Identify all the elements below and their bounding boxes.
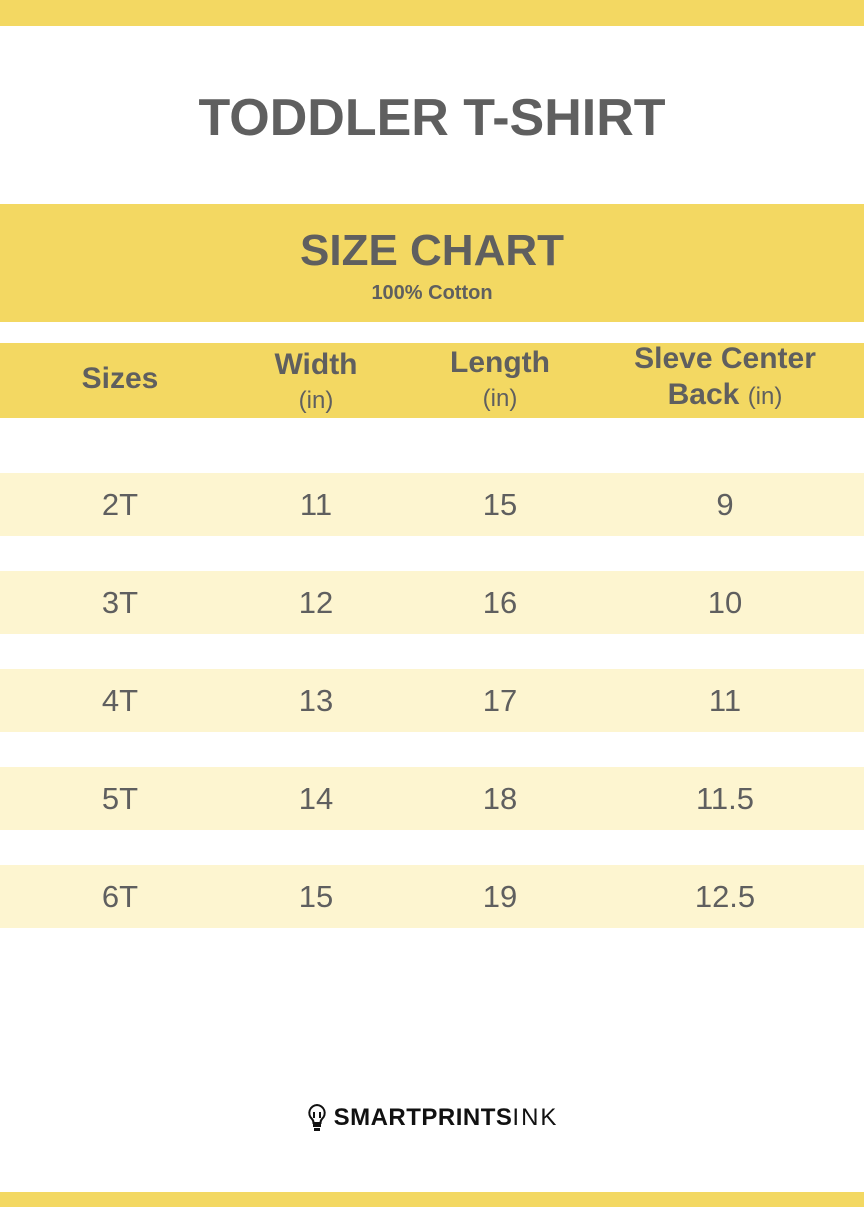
sleeve-cell: 12.5 bbox=[694, 879, 756, 914]
sleeve-cell: 9 bbox=[716, 487, 734, 522]
logo-text-bold: SMARTPRINTS bbox=[333, 1104, 513, 1131]
header-length: Length (in) bbox=[390, 345, 610, 417]
header-unit: (in) bbox=[747, 383, 783, 410]
header-sleeve: Sleve Center Back (in) bbox=[615, 341, 835, 415]
length-cell: 19 bbox=[482, 879, 518, 914]
page-title: TODDLER T-SHIRT bbox=[198, 89, 666, 147]
size-cell: 4T bbox=[101, 683, 139, 718]
length-cell: 17 bbox=[482, 683, 518, 718]
table-row: 4T 13 17 11 bbox=[0, 669, 864, 732]
length-cell: 18 bbox=[482, 781, 518, 816]
length-cell: 15 bbox=[482, 487, 518, 522]
header-width: Width (in) bbox=[206, 347, 426, 419]
header-sizes: Sizes bbox=[81, 362, 159, 395]
lightbulb-icon bbox=[307, 1103, 326, 1131]
header-label: Length bbox=[450, 346, 550, 379]
size-chart-band: SIZE CHART 100% Cotton bbox=[0, 204, 864, 322]
header-label: Back bbox=[667, 378, 740, 411]
table-header: Sizes Width (in) Length (in) Sleve Center B… bbox=[0, 341, 864, 419]
width-cell: 12 bbox=[298, 585, 334, 620]
table-row: 5T 14 18 11.5 bbox=[0, 767, 864, 830]
size-chart-heading: SIZE CHART bbox=[300, 226, 564, 275]
size-cell: 2T bbox=[101, 487, 139, 522]
logo-text-light: INK bbox=[512, 1104, 559, 1131]
header-unit: (in) bbox=[298, 387, 334, 414]
size-cell: 3T bbox=[101, 585, 139, 620]
size-cell: 6T bbox=[101, 879, 139, 914]
sleeve-cell: 11 bbox=[708, 683, 742, 718]
header-label: Sleve Center bbox=[634, 342, 816, 375]
width-cell: 11 bbox=[299, 487, 333, 522]
sleeve-cell: 11.5 bbox=[695, 781, 755, 816]
table-row: 3T 12 16 10 bbox=[0, 571, 864, 634]
smartprints-logo: SMARTPRINTS INK bbox=[0, 1103, 864, 1133]
width-cell: 13 bbox=[298, 683, 334, 718]
length-cell: 16 bbox=[482, 585, 518, 620]
width-cell: 15 bbox=[298, 879, 334, 914]
bottom-accent-bar bbox=[0, 1192, 864, 1207]
sleeve-cell: 10 bbox=[707, 585, 743, 620]
table-row: 6T 15 19 12.5 bbox=[0, 865, 864, 928]
table-row: 2T 11 15 9 bbox=[0, 473, 864, 536]
size-cell: 5T bbox=[101, 781, 139, 816]
header-label: Width bbox=[274, 348, 358, 381]
width-cell: 14 bbox=[298, 781, 334, 816]
header-unit: (in) bbox=[482, 385, 518, 412]
material-subheading: 100% Cotton bbox=[371, 282, 493, 304]
top-accent-bar bbox=[0, 0, 864, 26]
